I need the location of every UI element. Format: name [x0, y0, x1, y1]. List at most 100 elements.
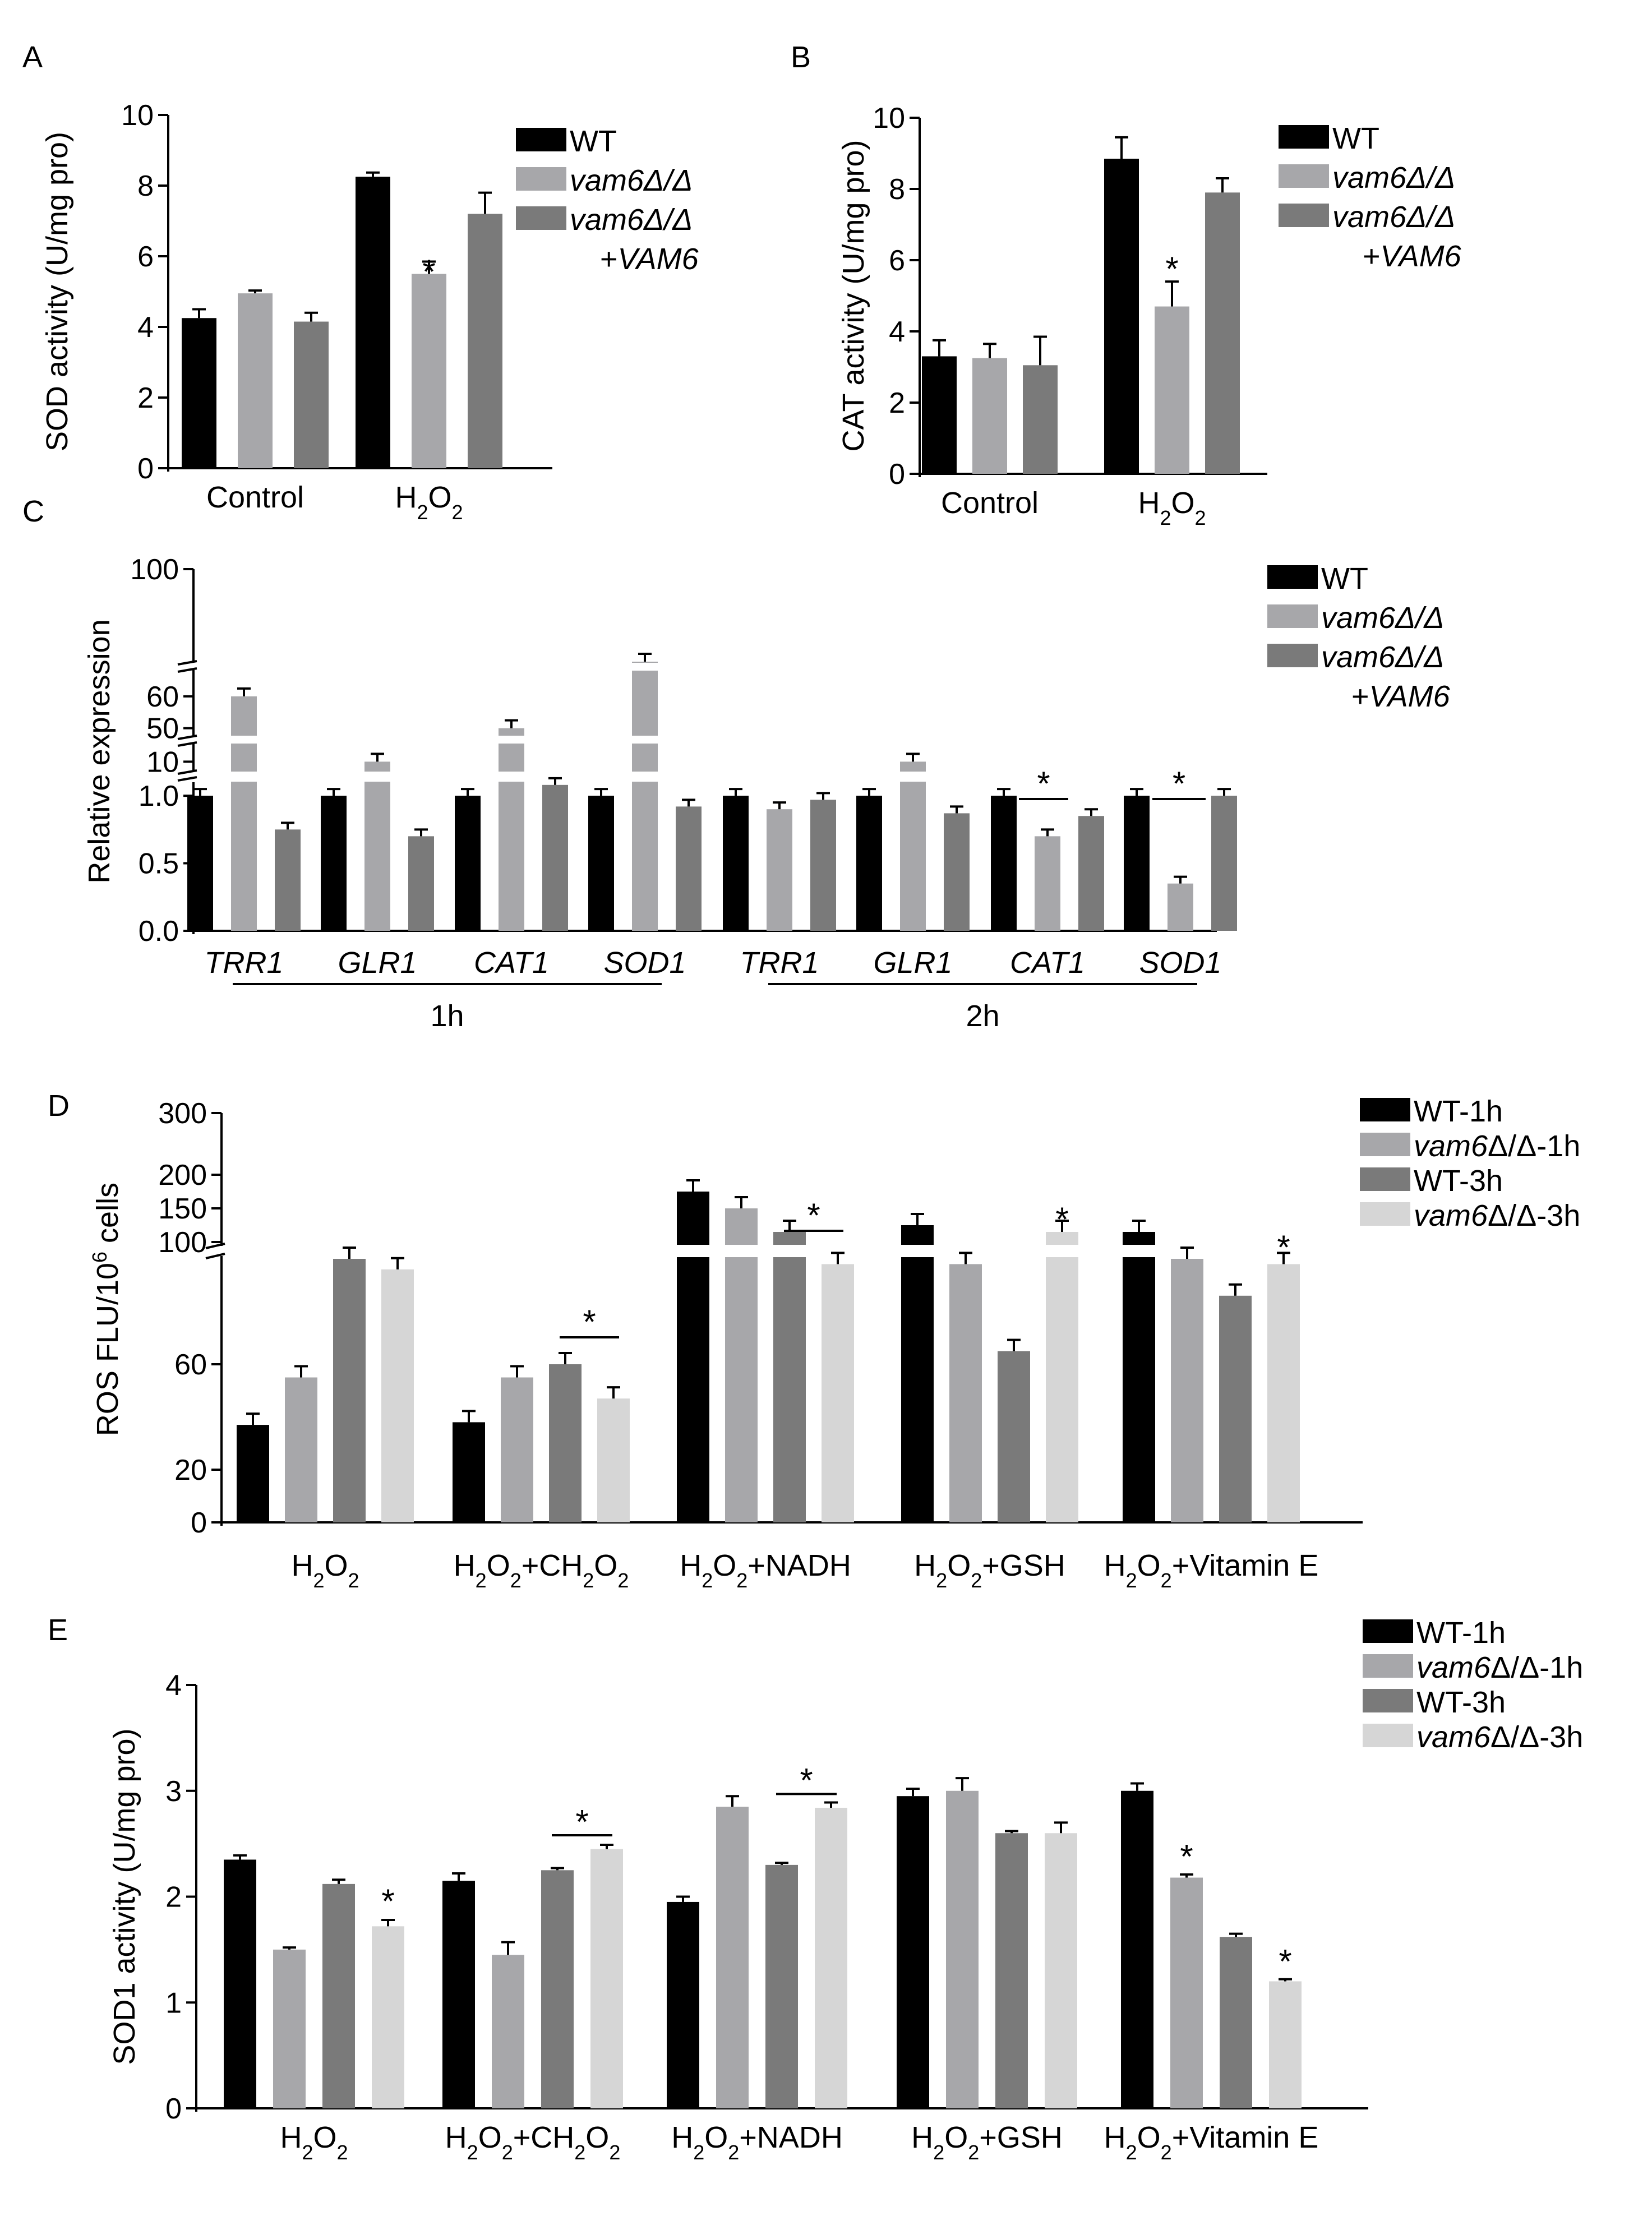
bar-vam6VAM6-0 — [275, 829, 301, 931]
y-axis-title: Relative expression — [82, 619, 116, 883]
bar-break-gap — [900, 1245, 935, 1257]
legend-label-line2: +VAM6 — [1351, 680, 1451, 713]
legend-A: WT vam6Δ/Δ vam6Δ/Δ +VAM6 — [516, 124, 699, 276]
y-axis-title: CAT activity (U/mg pro) — [837, 140, 870, 451]
bar-WT3h-0 — [322, 1883, 355, 2108]
significance-star: * — [1055, 1201, 1068, 1238]
legend-swatch — [516, 206, 566, 230]
legend-label: WT-3h — [1416, 1686, 1506, 1719]
bar-break-gap — [497, 772, 525, 782]
legend-label: WT — [570, 124, 617, 158]
category-label: Control — [941, 486, 1039, 520]
legend-swatch — [1363, 1724, 1413, 1747]
group-label: 2h — [966, 999, 999, 1033]
legend-swatch — [516, 128, 566, 151]
y-tick-label: 8 — [889, 173, 905, 206]
bar-WT3h-3 — [995, 1833, 1028, 2108]
significance-star: * — [583, 1303, 596, 1341]
category-label: H2O2 — [280, 2121, 348, 2164]
bar-WT-1 — [1104, 159, 1139, 474]
bar-vam61h-3 — [949, 1264, 982, 1522]
legend-label: vam6Δ/Δ-1h — [1414, 1129, 1580, 1163]
bar-WT-2 — [455, 796, 481, 931]
bar-break-gap — [772, 1245, 807, 1257]
y-tick-label: 60 — [146, 681, 179, 713]
y-axis-title: ROS FLU/106 cells — [88, 1183, 125, 1436]
bar-vam6VAM6-1 — [1205, 192, 1240, 474]
significance-star: * — [1277, 1229, 1290, 1266]
legend-label-line2: +VAM6 — [600, 242, 699, 276]
legend-label: WT-1h — [1414, 1095, 1503, 1128]
bar-WT1h-0 — [237, 1425, 269, 1522]
y-tick-label: 0 — [137, 453, 154, 485]
panel-letter: D — [48, 1089, 70, 1123]
y-tick-label: 6 — [137, 241, 154, 273]
y-tick-label: 50 — [146, 713, 179, 745]
bar-WT3h-4 — [1220, 1937, 1252, 2108]
bar-WT-1 — [356, 177, 390, 468]
bar-break-gap — [1122, 1245, 1156, 1257]
legend-swatch — [1267, 604, 1318, 628]
legend-label: vam6Δ/Δ — [570, 203, 693, 237]
legend-label: vam6Δ/Δ-3h — [1416, 1720, 1583, 1754]
chart-panel-A: 0 2 4 6 8 10 SOD activity (U/mg pro) Control H2O… — [40, 99, 552, 524]
bar-vam61h-0 — [285, 1377, 317, 1522]
category-label: SOD1 — [603, 946, 686, 980]
bar-WT3h-2 — [773, 1232, 806, 1522]
bar-vam6-0 — [231, 696, 257, 931]
legend-swatch — [1267, 644, 1318, 667]
y-tick-label: 2 — [889, 387, 905, 419]
category-label: H2O2+Vitamin E — [1104, 1549, 1319, 1592]
bar-vam6-5 — [900, 761, 926, 931]
bar-WT1h-2 — [667, 1901, 699, 2108]
axis-break-mark — [177, 660, 197, 666]
bar-vam6VAM6-2 — [542, 784, 568, 931]
panel-letter: A — [22, 40, 43, 74]
bar-vam6VAM6-3 — [676, 806, 702, 931]
bar-vam61h-2 — [716, 1807, 749, 2108]
bar-vam6-1 — [412, 274, 446, 468]
bar-vam6-0 — [972, 358, 1007, 474]
bar-WT-5 — [856, 796, 882, 931]
bar-vam6-1 — [364, 761, 390, 931]
bar-vam63h-3 — [1046, 1232, 1078, 1522]
y-axis-title: SOD activity (U/mg pro) — [40, 132, 74, 451]
axis-break-mark — [177, 769, 197, 775]
y-tick-label: 300 — [158, 1097, 207, 1130]
legend-swatch — [1279, 125, 1329, 149]
bar-vam61h-4 — [1170, 1877, 1203, 2108]
axis-break-mark — [177, 776, 197, 782]
significance-star: * — [381, 1882, 394, 1920]
bar-WT1h-0 — [224, 1859, 256, 2108]
bar-break-gap — [676, 1245, 710, 1257]
y-tick-label: 0.5 — [139, 848, 179, 880]
bar-break-gap — [230, 772, 258, 782]
y-tick-label: 150 — [158, 1193, 207, 1225]
bar-WT1h-4 — [1121, 1790, 1153, 2108]
y-tick-label: 10 — [146, 746, 179, 778]
bar-WT-0 — [182, 318, 216, 468]
category-label: H2O2+CH2O2 — [454, 1549, 629, 1592]
bar-WT1h-4 — [1123, 1232, 1155, 1522]
category-label: H2O2 — [1138, 486, 1206, 529]
bar-vam6VAM6-0 — [1023, 365, 1058, 474]
bar-WT3h-2 — [765, 1864, 798, 2108]
bar-break-gap — [497, 736, 525, 744]
panel-letter: E — [48, 1613, 68, 1647]
significance-star: * — [807, 1197, 820, 1234]
group-label: 1h — [430, 999, 464, 1033]
bar-WT-1 — [321, 796, 347, 931]
bar-break-gap — [899, 772, 927, 782]
bar-vam6VAM6-4 — [810, 800, 836, 931]
legend-swatch — [1360, 1202, 1410, 1226]
category-label: H2O2+Vitamin E — [1104, 2121, 1319, 2164]
category-label: H2O2+GSH — [911, 2121, 1063, 2164]
significance-star: * — [422, 253, 435, 290]
bar-vam6VAM6-5 — [944, 813, 970, 931]
legend-label: vam6Δ/Δ — [1321, 601, 1445, 635]
axis-break-mark — [205, 1253, 225, 1259]
